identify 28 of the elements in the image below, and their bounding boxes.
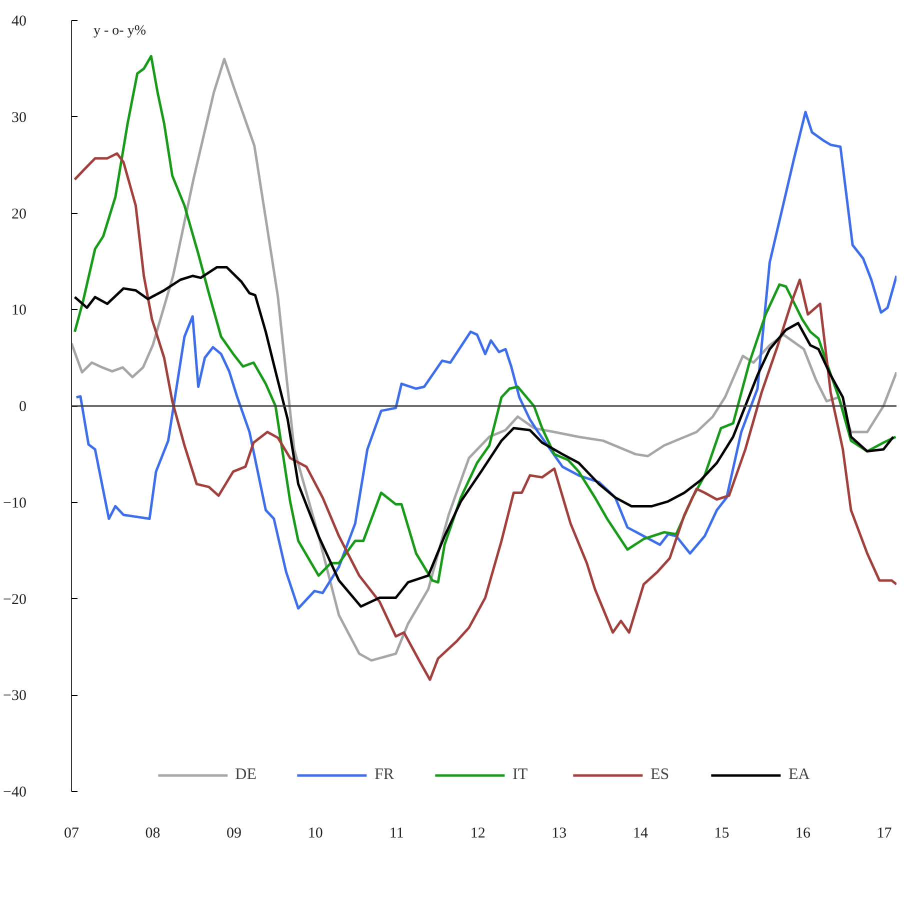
y-tick-label: −30 — [3, 688, 27, 704]
y-tick-label: 0 — [19, 399, 26, 415]
line-series — [74, 152, 896, 681]
legend-label: EA — [788, 766, 810, 784]
legend-label: DE — [235, 766, 256, 784]
y-tick-label: −20 — [3, 592, 27, 608]
legend-label: ES — [650, 766, 670, 784]
x-tick-label: 14 — [632, 826, 648, 842]
x-tick-label: 09 — [226, 826, 242, 842]
y-tick-label: 30 — [12, 110, 26, 126]
y-tick-label: 20 — [12, 206, 26, 222]
legend-label: IT — [512, 766, 529, 784]
y-tick-label: −40 — [3, 784, 27, 800]
x-tick-label: 10 — [308, 826, 323, 842]
y-tick-label: 10 — [12, 302, 26, 319]
x-tick-label: 07 — [64, 826, 80, 842]
line-series — [74, 266, 894, 608]
x-tick-label: 08 — [145, 826, 160, 842]
x-tick-label: 13 — [552, 826, 567, 842]
y-tick-label: −10 — [3, 495, 27, 512]
x-tick-label: 16 — [796, 826, 812, 842]
x-tick-label: 17 — [876, 826, 892, 842]
y-axis-title: y - o- y% — [94, 24, 146, 38]
x-tick-label: 15 — [714, 826, 730, 842]
legend-label: FR — [374, 766, 394, 784]
y-tick-label: 40 — [12, 14, 26, 30]
x-tick-label: 11 — [389, 826, 404, 842]
x-tick-label: 12 — [470, 826, 486, 842]
